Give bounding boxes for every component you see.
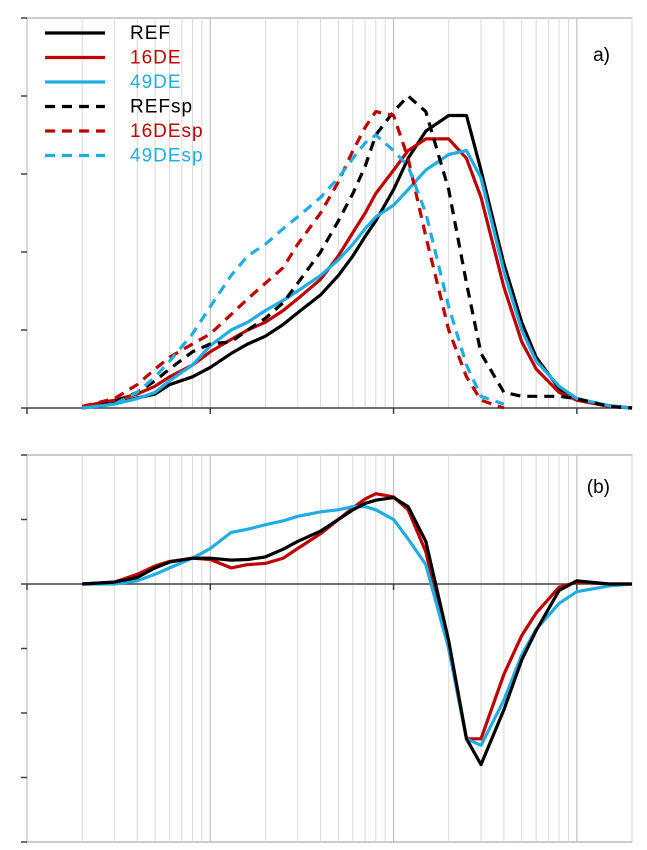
legend-label: REF — [130, 23, 171, 44]
panel-label: (b) — [587, 477, 610, 498]
series-line — [82, 496, 632, 767]
series-line — [82, 505, 633, 747]
plot-frame — [26, 17, 633, 409]
legend-label: 49DEsp — [130, 146, 204, 167]
series-line — [81, 113, 633, 410]
series-line — [81, 110, 505, 410]
series-line — [82, 149, 633, 410]
legend-label: REFsp — [130, 97, 193, 118]
legend-label: 49DE — [130, 72, 182, 93]
legend-label: 16DE — [130, 48, 182, 69]
plot-frame — [26, 454, 633, 843]
series-line — [81, 94, 633, 410]
series-line — [81, 137, 633, 410]
panel-label: a) — [593, 45, 610, 66]
series-line — [82, 133, 505, 410]
legend-label: 16DEsp — [130, 121, 204, 142]
